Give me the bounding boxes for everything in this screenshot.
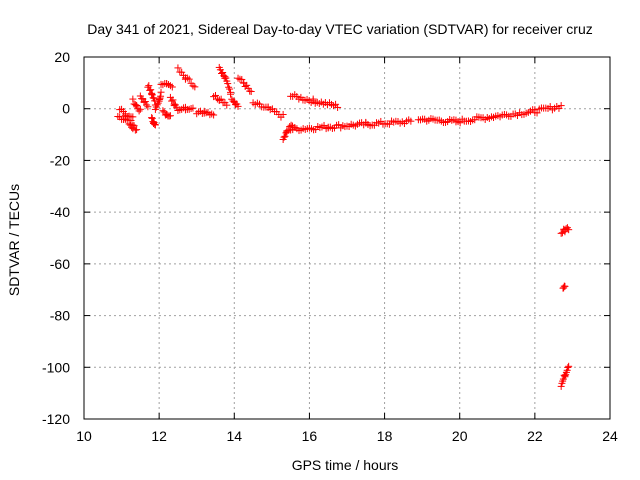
data-point	[149, 94, 157, 102]
x-tick-label: 16	[302, 428, 318, 444]
data-point	[407, 117, 415, 125]
data-point	[557, 382, 565, 390]
data-point	[557, 229, 565, 237]
data-point	[169, 96, 177, 104]
y-tick-label: -100	[42, 359, 70, 375]
data-point	[148, 114, 156, 122]
data-point	[219, 68, 227, 76]
data-point	[133, 126, 141, 134]
data-point	[159, 107, 167, 115]
y-tick-label: -40	[50, 204, 70, 220]
data-point	[143, 101, 151, 109]
y-tick-label: 0	[62, 101, 70, 117]
plot-frame	[83, 56, 611, 420]
data-point	[224, 80, 232, 88]
y-tick-label: -60	[50, 256, 70, 272]
data-point	[227, 90, 235, 98]
data-point	[153, 101, 161, 109]
y-tick-label: 20	[54, 49, 70, 65]
y-tick-label: -80	[50, 308, 70, 324]
data-point	[560, 284, 568, 292]
data-point	[226, 85, 234, 93]
data-point	[561, 228, 569, 236]
data-point	[130, 122, 138, 130]
y-tick-label: -20	[50, 152, 70, 168]
data-point	[222, 74, 230, 82]
x-tick-label: 24	[602, 428, 618, 444]
y-tick-label: -120	[42, 411, 70, 427]
data-point	[144, 103, 152, 111]
x-tick-label: 12	[151, 428, 167, 444]
data-point	[210, 111, 218, 119]
data-point	[279, 111, 287, 119]
grid-lines	[84, 57, 610, 419]
x-tick-label: 22	[527, 428, 543, 444]
x-tick-label: 20	[452, 428, 468, 444]
data-point	[148, 90, 156, 98]
data-point	[127, 116, 135, 124]
data-point	[191, 83, 199, 91]
data-point	[151, 121, 159, 129]
data-point	[280, 133, 288, 141]
data-point	[135, 107, 143, 115]
x-tick-label: 18	[377, 428, 393, 444]
data-point	[334, 103, 342, 111]
data-point	[561, 282, 569, 290]
data-point	[174, 64, 182, 72]
data-point	[166, 112, 174, 120]
data-point	[157, 88, 165, 96]
data-point	[133, 101, 141, 109]
data-point	[234, 102, 242, 110]
data-point	[557, 102, 565, 110]
data-point	[136, 105, 144, 113]
data-point	[243, 81, 251, 89]
data-point	[225, 83, 233, 91]
data-point	[283, 128, 291, 136]
data-point	[456, 119, 464, 127]
data-point	[141, 98, 149, 106]
data-point	[168, 83, 176, 91]
data-point	[129, 95, 137, 103]
data-point	[229, 97, 237, 105]
data-point	[565, 226, 573, 234]
data-point	[131, 101, 139, 109]
data-point	[129, 121, 137, 129]
data-point	[148, 114, 156, 122]
chart-title: Day 341 of 2021, Sidereal Day-to-day VTE…	[87, 21, 593, 37]
x-axis-label: GPS time / hours	[292, 457, 399, 473]
data-point	[147, 86, 155, 94]
data-point	[281, 132, 289, 140]
data-point	[533, 109, 541, 117]
data-point	[247, 88, 255, 96]
data-point	[565, 362, 573, 370]
x-tick-label: 14	[226, 428, 242, 444]
y-axis-label: SDTVAR / TECUs	[6, 184, 22, 296]
data-point	[564, 363, 572, 371]
data-point	[212, 91, 219, 99]
data-point	[189, 104, 197, 112]
data-point	[125, 113, 133, 121]
x-tick-label: 10	[76, 428, 92, 444]
data-point	[223, 101, 231, 109]
data-point	[217, 95, 225, 103]
axis-ticks: 10 12 14 16 18 20 22 24 -120 -100 -80 -60 -40 -20 0 20	[42, 49, 618, 444]
data-points	[114, 63, 573, 390]
data-point	[561, 372, 569, 380]
data-point	[148, 91, 156, 99]
data-point	[185, 75, 193, 83]
data-point	[145, 82, 153, 90]
